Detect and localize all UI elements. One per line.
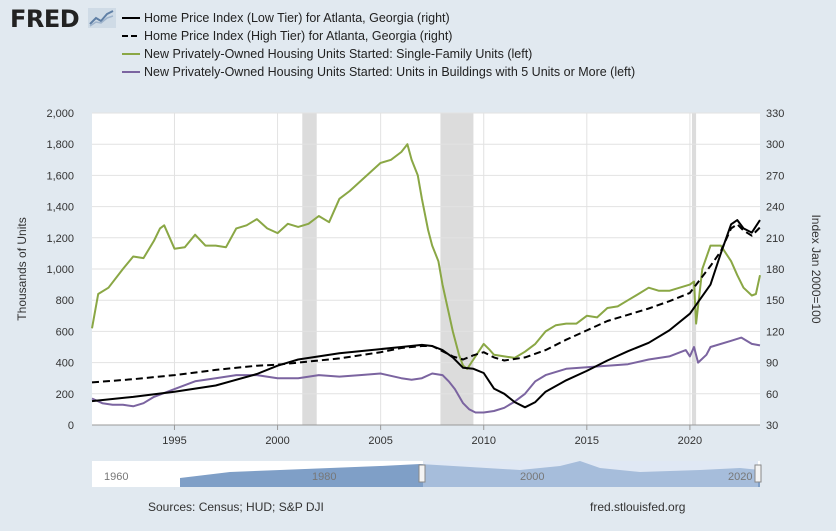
y-tick-label-left: 1,200 xyxy=(46,233,74,245)
series-line-0 xyxy=(91,219,761,409)
y-tick-label-left: 800 xyxy=(56,295,74,307)
y-tick-label-left: 1,000 xyxy=(46,264,74,276)
x-tick-label: 1995 xyxy=(162,435,186,447)
y-tick-label-left: 600 xyxy=(56,326,74,338)
fred-trend-icon xyxy=(88,8,116,28)
legend-label: New Privately-Owned Housing Units Starte… xyxy=(144,65,636,79)
y-tick-label-right: 210 xyxy=(766,233,784,245)
x-tick-label: 2000 xyxy=(265,435,289,447)
series-line-2 xyxy=(91,143,761,370)
site-link[interactable]: fred.stlouisfed.org xyxy=(590,500,686,514)
y-tick-label-right: 150 xyxy=(766,295,784,307)
range-navigator[interactable]: 1960 1980 2000 2020 xyxy=(92,461,762,487)
x-tick-label: 2020 xyxy=(678,435,702,447)
y-tick-label-right: 330 xyxy=(766,108,784,120)
fred-logo[interactable]: FRED xyxy=(10,5,80,33)
legend-label: Home Price Index (High Tier) for Atlanta… xyxy=(144,29,453,43)
navigator-label-1960: 1960 xyxy=(104,471,128,483)
y-tick-label-left: 1,800 xyxy=(46,139,74,151)
chart-header: FRED Home Price Index (Low Tier) for Atl… xyxy=(0,0,836,90)
legend-swatch-solid-black xyxy=(122,17,140,19)
navigator-left-handle[interactable] xyxy=(418,464,426,483)
series-line-1 xyxy=(91,223,761,384)
y-tick-label-left: 0 xyxy=(68,420,74,432)
y-axis-title-left: Thousands of Units xyxy=(15,217,29,320)
legend-label: Home Price Index (Low Tier) for Atlanta,… xyxy=(144,11,450,25)
x-tick-label: 2005 xyxy=(368,435,392,447)
navigator-label-1980: 1980 xyxy=(312,471,336,483)
legend-label: New Privately-Owned Housing Units Starte… xyxy=(144,47,533,61)
navigator-label-2000: 2000 xyxy=(520,471,544,483)
y-tick-label-right: 180 xyxy=(766,264,784,276)
y-tick-label-right: 60 xyxy=(766,389,778,401)
y-tick-label-left: 2,000 xyxy=(46,108,74,120)
series-line-3 xyxy=(91,336,761,414)
y-tick-label-left: 1,600 xyxy=(46,170,74,182)
y-tick-label-right: 30 xyxy=(766,420,778,432)
axes: 0 200 400 600 800 1,000 1,200 1,400 1,600 1,800 2,… xyxy=(46,108,784,447)
y-tick-label-left: 200 xyxy=(56,389,74,401)
series-lines xyxy=(91,143,761,414)
navigator-label-2020: 2020 xyxy=(728,471,752,483)
y-tick-label-right: 120 xyxy=(766,326,784,338)
x-tick-label: 2015 xyxy=(575,435,599,447)
legend-swatch-purple xyxy=(122,71,140,73)
y-axis-title-right: Index Jan 2000=100 xyxy=(809,214,823,323)
y-tick-label-left: 1,400 xyxy=(46,202,74,214)
y-tick-label-right: 270 xyxy=(766,170,784,182)
y-tick-label-right: 90 xyxy=(766,358,778,370)
y-tick-label-right: 240 xyxy=(766,202,784,214)
navigator-selected-range[interactable] xyxy=(423,461,758,487)
navigator-right-handle[interactable] xyxy=(754,464,762,483)
legend-swatch-green xyxy=(122,53,140,55)
x-tick-label: 2010 xyxy=(471,435,495,447)
legend-swatch-dashed-black xyxy=(122,35,140,37)
y-tick-label-right: 300 xyxy=(766,139,784,151)
sources-text: Sources: Census; HUD; S&P DJI xyxy=(148,500,324,514)
y-tick-label-left: 400 xyxy=(56,358,74,370)
